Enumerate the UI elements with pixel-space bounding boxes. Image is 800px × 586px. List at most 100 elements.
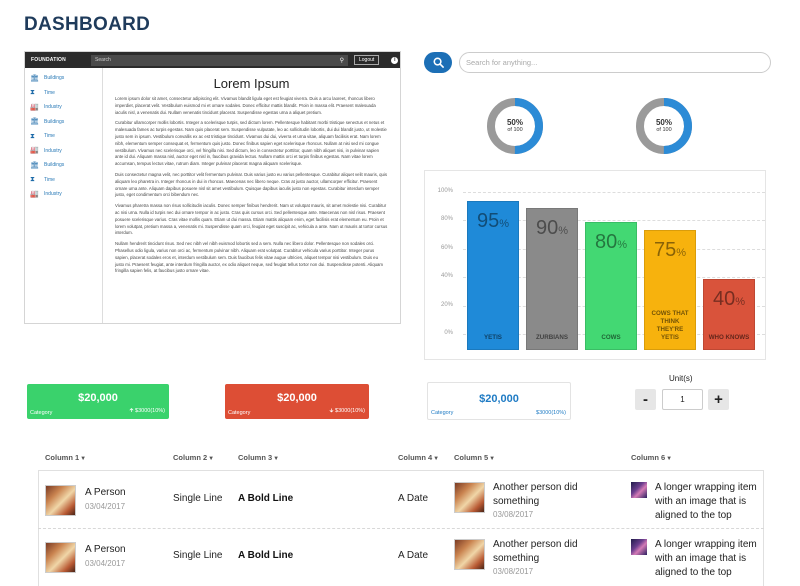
donut-percent: 50% xyxy=(506,118,523,127)
sidebar-item-time[interactable]: ⧗ Time xyxy=(25,173,102,188)
sidebar-item-time[interactable]: ⧗ Time xyxy=(25,86,102,101)
decrement-button[interactable]: - xyxy=(635,389,656,410)
factory-icon: 🏭 xyxy=(30,190,39,198)
caret-down-icon: ▼ xyxy=(433,456,440,462)
donut-chart: 50% of 100 xyxy=(484,95,546,162)
chart-bar[interactable]: 95% YETIS xyxy=(467,201,519,350)
foundation-search-placeholder: Search xyxy=(95,57,111,63)
sidebar-item-buildings[interactable]: 🏛 Buildings xyxy=(25,71,102,86)
sidebar-item-buildings[interactable]: 🏛 Buildings xyxy=(25,115,102,130)
grid-line xyxy=(463,220,765,222)
page-title: DASHBOARD xyxy=(24,14,151,35)
stat-category: Category xyxy=(431,410,454,416)
person-date: 03/04/2017 xyxy=(85,559,126,568)
donut-sub: of 100 xyxy=(507,127,523,133)
info-icon[interactable]: i xyxy=(391,56,399,64)
avatar xyxy=(45,485,76,516)
thumbnail-image xyxy=(631,482,647,498)
sidebar-item-time[interactable]: ⧗ Time xyxy=(25,129,102,144)
bar-chart: 100% 80% 60% 40% 20% 0% 95% YETIS 90% ZURBIANS 80%… xyxy=(424,170,766,360)
search-button[interactable] xyxy=(424,52,452,73)
sidebar-item-label: Time xyxy=(44,133,55,140)
caret-down-icon: ▼ xyxy=(208,456,215,462)
bar-category-label: COWS xyxy=(601,333,621,341)
sidebar-item-industry[interactable]: 🏭 Industry xyxy=(25,187,102,202)
single-line-cell: Single Line xyxy=(173,493,223,504)
activity-date: 03/08/2017 xyxy=(493,567,534,576)
logout-button[interactable]: Logout xyxy=(354,55,380,65)
thumbnail-image xyxy=(631,539,647,555)
search-input[interactable]: Search for anything... xyxy=(459,52,771,73)
chart-bar[interactable]: 40% WHO KNOWS xyxy=(703,279,755,350)
avatar xyxy=(454,482,485,513)
person-date: 03/04/2017 xyxy=(85,502,126,511)
stat-category: Category xyxy=(30,410,53,416)
chart-bar[interactable]: 80% COWS xyxy=(585,222,637,350)
stat-amount: $20,000 xyxy=(78,392,118,404)
date-cell: A Date xyxy=(398,493,429,504)
column-header[interactable]: Column 6▼ xyxy=(631,453,673,462)
bar-value-label: 80% xyxy=(594,231,628,254)
building-icon: 🏛 xyxy=(30,161,39,169)
column-header[interactable]: Column 1▼ xyxy=(45,453,87,462)
sidebar-item-industry[interactable]: 🏭 Industry xyxy=(25,100,102,115)
donut-arc xyxy=(636,98,692,154)
quantity-input[interactable]: 1 xyxy=(662,389,703,410)
sidebar-item-label: Buildings xyxy=(44,162,65,169)
stat-delta: $3000(10%) xyxy=(536,410,566,416)
chart-bar[interactable]: 75% COWS THAT THINK THEY'RE YETIS xyxy=(644,229,696,350)
activity-date: 03/08/2017 xyxy=(493,510,534,519)
sidebar-item-label: Time xyxy=(44,89,55,96)
caret-down-icon: ▼ xyxy=(666,456,673,462)
content-heading: Lorem Ipsum xyxy=(213,76,290,91)
units-label: Unit(s) xyxy=(669,374,693,383)
column-header[interactable]: Column 2▼ xyxy=(173,453,215,462)
bar-category-label: COWS THAT THINK THEY'RE YETIS xyxy=(651,310,689,341)
foundation-content: Lorem Ipsum Lorem ipsum dolor sit amet, … xyxy=(103,68,400,323)
bold-line-cell: A Bold Line xyxy=(238,493,294,504)
up-arrow-icon: 🡱 xyxy=(129,408,134,414)
column-header[interactable]: Column 3▼ xyxy=(238,453,280,462)
down-arrow-icon: 🡳 xyxy=(329,408,334,414)
date-cell: A Date xyxy=(398,550,429,561)
person-name: A Person xyxy=(85,544,126,555)
content-paragraph: Curabitur ullamcorper mollis lobortis. I… xyxy=(115,120,387,167)
y-tick-label: 100% xyxy=(437,188,453,194)
y-tick-label: 20% xyxy=(440,301,453,308)
caret-down-icon: ▼ xyxy=(489,456,496,462)
building-icon: 🏛 xyxy=(30,74,39,82)
sidebar-item-buildings[interactable]: 🏛 Buildings xyxy=(25,158,102,173)
bar-value-label: 90% xyxy=(535,217,569,240)
factory-icon: 🏭 xyxy=(30,147,39,155)
foundation-search-input[interactable]: Search ⚲ xyxy=(91,54,348,66)
sidebar-item-industry[interactable]: 🏭 Industry xyxy=(25,144,102,159)
person-name: A Person xyxy=(85,487,126,498)
increment-button[interactable]: + xyxy=(708,389,729,410)
y-tick-label: 60% xyxy=(440,244,453,251)
content-paragraph: Vivamus pharetra massa non risus sollici… xyxy=(115,203,388,236)
y-tick-label: 80% xyxy=(440,216,453,223)
chart-bar[interactable]: 90% ZURBIANS xyxy=(526,208,578,350)
donut-chart: 50% of 100 xyxy=(633,95,695,162)
sidebar-item-label: Buildings xyxy=(44,118,65,125)
row-divider xyxy=(38,528,764,529)
column-header[interactable]: Column 5▼ xyxy=(454,453,496,462)
activity-text: Another person did something xyxy=(493,539,578,564)
y-tick-label: 0% xyxy=(444,330,453,336)
y-tick-label: 40% xyxy=(440,273,453,280)
sidebar-item-label: Time xyxy=(44,176,55,183)
hourglass-icon: ⧗ xyxy=(30,89,35,97)
building-icon: 🏛 xyxy=(30,118,39,126)
hourglass-icon: ⧗ xyxy=(30,176,35,184)
factory-icon: 🏭 xyxy=(30,103,39,111)
stat-delta: 🡳 $3000(10%) xyxy=(329,408,365,414)
column-header[interactable]: Column 4▼ xyxy=(398,453,440,462)
foundation-topbar: FOUNDATION Search ⚲ Logout i xyxy=(25,52,400,68)
stat-card-green: $20,000 Category 🡱 $3000(10%) xyxy=(27,384,169,419)
stat-category: Category xyxy=(228,410,251,416)
search-icon[interactable]: ⚲ xyxy=(339,57,344,64)
sidebar-item-label: Industry xyxy=(44,191,62,198)
sidebar-item-label: Buildings xyxy=(44,75,65,82)
donut-sub: of 100 xyxy=(656,127,672,133)
foundation-brand[interactable]: FOUNDATION xyxy=(31,57,66,63)
